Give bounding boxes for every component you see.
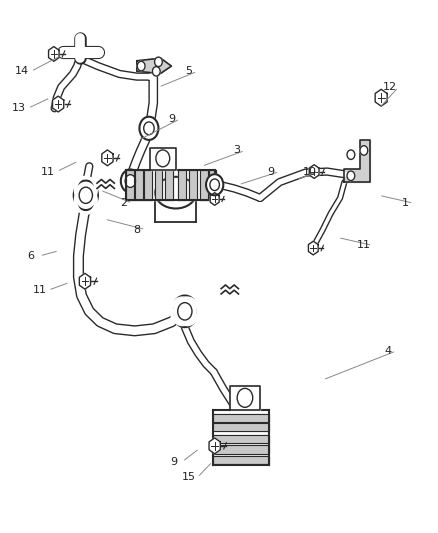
Text: 11: 11 [357, 240, 371, 251]
Polygon shape [155, 170, 162, 199]
Polygon shape [212, 456, 269, 464]
Text: 13: 13 [12, 103, 26, 114]
Circle shape [360, 146, 368, 155]
Circle shape [152, 67, 160, 76]
Circle shape [137, 61, 145, 71]
Polygon shape [212, 435, 269, 443]
Text: 1: 1 [402, 198, 409, 208]
Circle shape [210, 179, 219, 191]
Polygon shape [79, 273, 91, 289]
Text: 10: 10 [303, 166, 317, 176]
Polygon shape [137, 58, 171, 74]
Polygon shape [230, 386, 260, 410]
Polygon shape [212, 423, 269, 431]
Polygon shape [208, 170, 216, 199]
Circle shape [172, 295, 198, 327]
Circle shape [139, 117, 159, 140]
Polygon shape [189, 170, 197, 199]
Polygon shape [212, 445, 269, 454]
Circle shape [156, 150, 170, 167]
Polygon shape [200, 170, 208, 199]
Polygon shape [126, 170, 215, 199]
Circle shape [79, 187, 92, 204]
Text: 3: 3 [233, 146, 240, 156]
Text: 6: 6 [28, 251, 35, 261]
Text: 2: 2 [120, 198, 127, 208]
Circle shape [144, 122, 154, 135]
Circle shape [237, 389, 253, 407]
Circle shape [178, 303, 192, 320]
Polygon shape [212, 414, 269, 422]
Circle shape [125, 175, 136, 188]
Circle shape [347, 150, 355, 159]
Text: 11: 11 [32, 285, 46, 295]
Circle shape [206, 174, 223, 195]
Polygon shape [344, 140, 371, 182]
Polygon shape [102, 150, 113, 166]
Polygon shape [308, 241, 318, 255]
Polygon shape [309, 165, 319, 179]
Ellipse shape [155, 177, 196, 208]
Polygon shape [209, 438, 220, 454]
Polygon shape [53, 96, 64, 112]
Polygon shape [49, 46, 59, 61]
Polygon shape [210, 192, 219, 205]
Polygon shape [144, 170, 152, 199]
Polygon shape [375, 90, 387, 106]
Text: 11: 11 [41, 166, 55, 176]
Polygon shape [127, 170, 134, 199]
Text: 4: 4 [384, 346, 391, 356]
FancyBboxPatch shape [153, 174, 198, 224]
Polygon shape [212, 410, 269, 465]
Polygon shape [150, 148, 176, 170]
Text: 8: 8 [133, 224, 141, 235]
Text: 9: 9 [168, 114, 175, 124]
Text: 15: 15 [182, 472, 196, 482]
Circle shape [74, 181, 98, 210]
Text: 9: 9 [267, 166, 275, 176]
Polygon shape [178, 170, 186, 199]
Text: 12: 12 [383, 82, 397, 92]
Text: 14: 14 [15, 66, 29, 76]
Polygon shape [166, 170, 173, 199]
Polygon shape [135, 170, 143, 199]
Text: 5: 5 [185, 66, 192, 76]
Text: 9: 9 [170, 457, 177, 467]
Circle shape [155, 57, 162, 67]
Circle shape [121, 169, 140, 192]
Circle shape [347, 171, 355, 181]
